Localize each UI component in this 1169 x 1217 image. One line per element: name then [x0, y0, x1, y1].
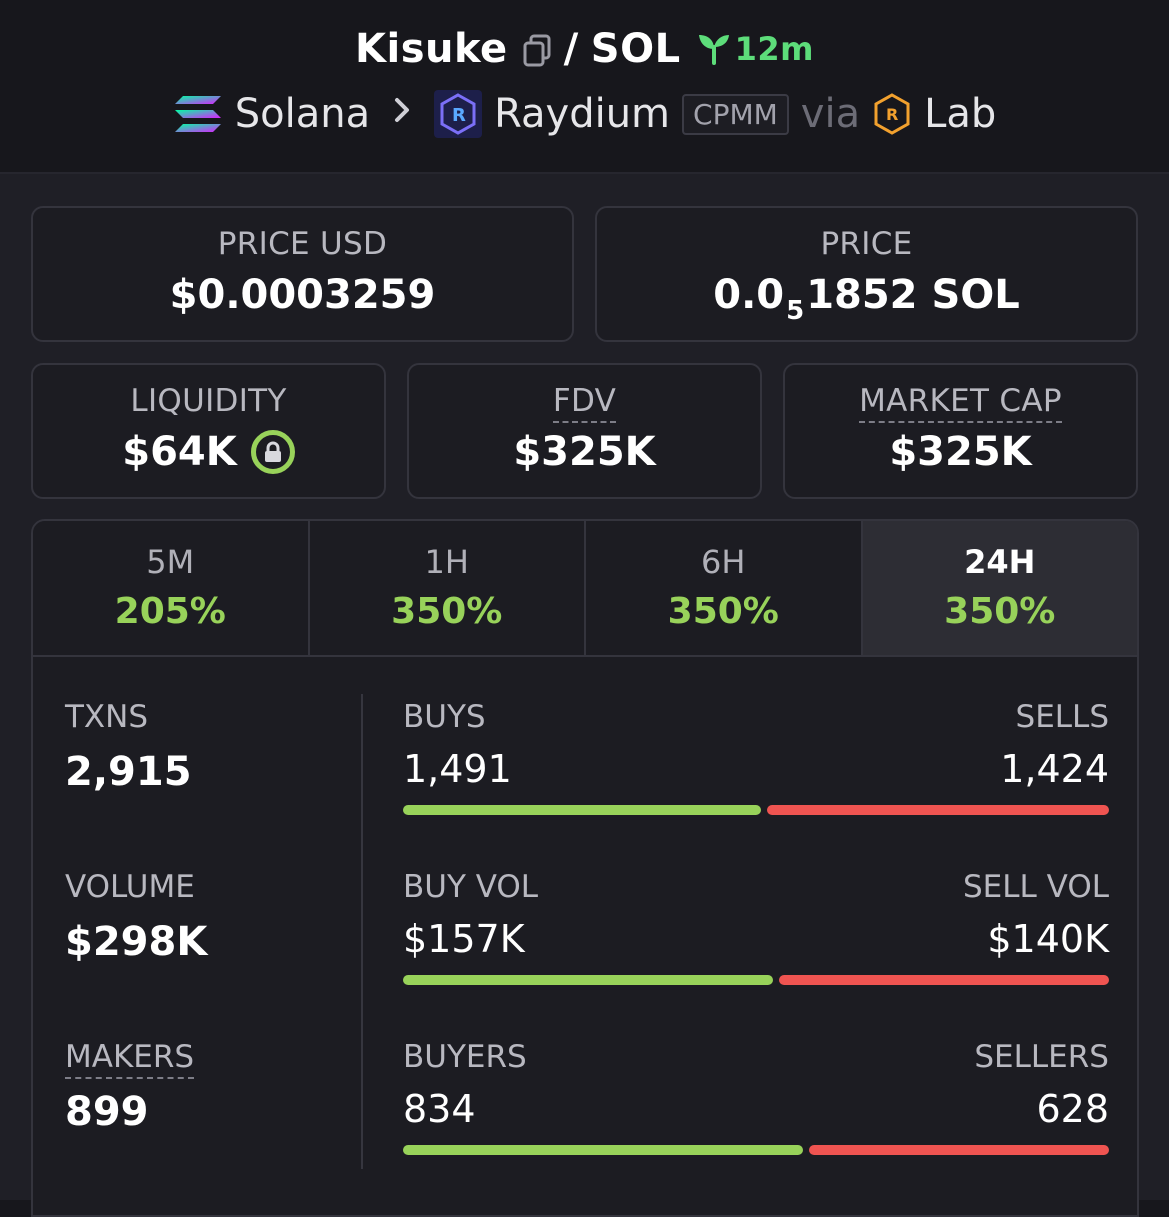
buyers-value: 834 — [403, 1087, 476, 1131]
txns-stat: TXNS 2,915 — [65, 699, 192, 795]
lab-icon: R — [874, 93, 910, 135]
lock-icon[interactable] — [250, 430, 295, 474]
tab-1h[interactable]: 1H 350% — [309, 521, 586, 655]
tab-24h[interactable]: 24H 350% — [862, 521, 1137, 655]
chevron-right-icon — [392, 95, 412, 133]
via-label: via — [800, 91, 861, 137]
pair-header: Kisuke / SOL 12m — [0, 0, 1169, 174]
market-cap-label[interactable]: MARKET CAP — [859, 383, 1062, 423]
liquidity-value: $64K — [122, 429, 237, 475]
fdv-card: FDV $325K — [407, 363, 762, 499]
liquidity-row: $64K — [33, 429, 384, 475]
txns-value: 2,915 — [65, 749, 192, 795]
dex-name[interactable]: Raydium — [494, 91, 671, 137]
svg-text:R: R — [886, 105, 898, 124]
fdv-label-wrap: FDV — [409, 383, 760, 423]
price-usd-label: PRICE USD — [217, 226, 388, 262]
sellers-value: 628 — [1036, 1087, 1109, 1131]
makers-ratio-bar — [403, 1145, 1109, 1155]
txns-ratio-bar — [403, 805, 1109, 815]
trade-stats: TXNS 2,915 VOLUME $298K MAKERS 899 BUYS … — [31, 657, 1139, 1217]
market-cap-value: $325K — [889, 429, 1032, 475]
pair-stats-panel: PRICE USD $0.0003259 PRICE 0.0 5 1852 SO… — [0, 174, 1169, 1217]
liquidity-card: LIQUIDITY $64K — [31, 363, 386, 499]
makers-stat: MAKERS 899 — [65, 1039, 195, 1135]
buy-bar — [403, 975, 774, 985]
volume-label: VOLUME — [65, 869, 195, 905]
volume-stat: VOLUME $298K — [65, 869, 207, 965]
price-native-prefix: 0.0 — [713, 272, 785, 318]
makers-label-wrap: MAKERS — [65, 1039, 195, 1079]
fdv-label[interactable]: FDV — [552, 383, 617, 423]
buy-vol-value: $157K — [403, 917, 525, 961]
makers-value: 899 — [65, 1089, 149, 1135]
sells-value: 1,424 — [1000, 747, 1109, 791]
txns-label: TXNS — [65, 699, 149, 735]
pool-type-badge: CPMM — [682, 93, 789, 135]
pair-separator: / — [563, 26, 579, 72]
sells-label: SELLS — [1015, 699, 1109, 735]
volume-ratio-bar — [403, 975, 1109, 985]
sell-bar — [808, 1145, 1109, 1155]
stats-divider — [361, 694, 363, 1169]
buyers-label: BUYERS — [403, 1039, 527, 1075]
tab-label: 1H — [424, 543, 469, 581]
makers-label[interactable]: MAKERS — [65, 1039, 195, 1079]
market-cap-card: MARKET CAP $325K — [783, 363, 1138, 499]
svg-text:R: R — [452, 105, 466, 126]
makers-breakdown: BUYERS SELLERS 834 628 — [403, 1039, 1109, 1155]
sell-bar — [779, 975, 1109, 985]
buys-value: 1,491 — [403, 747, 512, 791]
buys-label: BUYS — [403, 699, 486, 735]
fdv-value: $325K — [513, 429, 656, 475]
buy-vol-label: BUY VOL — [403, 869, 539, 905]
pair-title: Kisuke / SOL 12m — [0, 26, 1169, 72]
volume-value: $298K — [65, 919, 208, 965]
token-name[interactable]: Kisuke — [355, 26, 508, 72]
tab-change: 350% — [391, 591, 503, 632]
quote-token: SOL — [590, 26, 681, 72]
buy-bar — [403, 805, 762, 815]
price-native-label: PRICE — [820, 226, 913, 262]
price-native-zero-count: 5 — [786, 296, 805, 326]
chain-name[interactable]: Solana — [234, 91, 371, 137]
price-usd-card: PRICE USD $0.0003259 — [31, 206, 574, 342]
price-native-suffix: 1852 SOL — [806, 272, 1020, 318]
sell-bar — [767, 805, 1109, 815]
price-native-value: 0.0 5 1852 SOL — [597, 272, 1136, 326]
txns-breakdown: BUYS SELLS 1,491 1,424 — [403, 699, 1109, 815]
liquidity-label: LIQUIDITY — [130, 383, 287, 419]
buy-bar — [403, 1145, 803, 1155]
sellers-label: SELLERS — [974, 1039, 1109, 1075]
sell-vol-value: $140K — [987, 917, 1109, 961]
solana-icon — [174, 96, 221, 132]
breadcrumb: Solana R Raydium CPMM via R Lab — [0, 90, 1169, 138]
market-cap-label-wrap: MARKET CAP — [785, 383, 1136, 423]
tab-label: 6H — [701, 543, 746, 581]
tab-change: 350% — [944, 591, 1056, 632]
tab-label: 24H — [964, 543, 1036, 581]
tab-change: 350% — [667, 591, 779, 632]
launchpad-name[interactable]: Lab — [924, 91, 997, 137]
timeframe-tabs: 5M 205% 1H 350% 6H 350% 24H 350% — [31, 519, 1139, 657]
tab-6h[interactable]: 6H 350% — [586, 521, 863, 655]
tab-label: 5M — [146, 543, 195, 581]
pair-age-value: 12m — [734, 30, 814, 68]
tab-5m[interactable]: 5M 205% — [33, 521, 310, 655]
tab-change: 205% — [114, 591, 226, 632]
volume-breakdown: BUY VOL SELL VOL $157K $140K — [403, 869, 1109, 985]
price-usd-value: $0.0003259 — [169, 272, 436, 318]
raydium-icon: R — [434, 90, 483, 138]
copy-icon[interactable] — [522, 32, 552, 67]
sell-vol-label: SELL VOL — [963, 869, 1109, 905]
pair-age: 12m — [697, 30, 814, 68]
price-native-card: PRICE 0.0 5 1852 SOL — [595, 206, 1138, 342]
sprout-icon — [698, 35, 729, 65]
